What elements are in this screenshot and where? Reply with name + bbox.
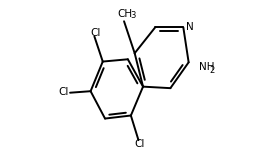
Text: Cl: Cl xyxy=(59,87,69,97)
Text: N: N xyxy=(186,22,194,32)
Text: Cl: Cl xyxy=(134,139,144,149)
Text: NH: NH xyxy=(199,62,215,72)
Text: 3: 3 xyxy=(130,11,136,20)
Text: CH: CH xyxy=(117,9,132,19)
Text: 2: 2 xyxy=(209,66,214,75)
Text: Cl: Cl xyxy=(90,28,100,38)
